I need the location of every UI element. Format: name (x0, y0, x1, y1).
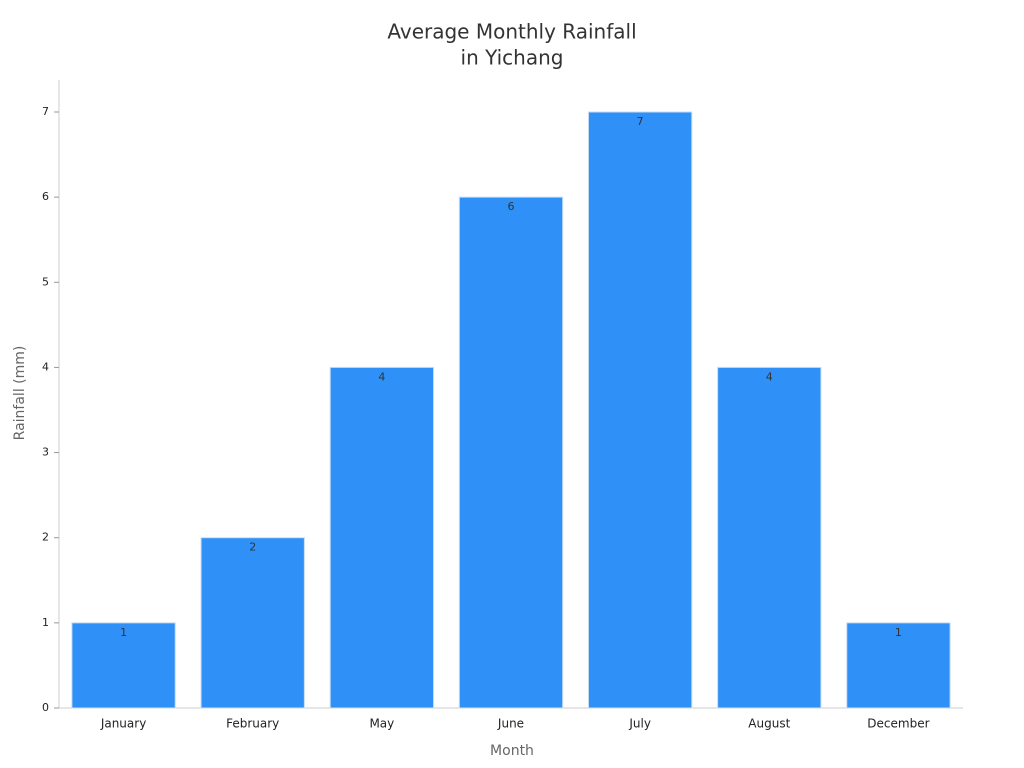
y-tick-label: 0 (42, 701, 49, 714)
data-label: 1 (895, 626, 902, 639)
data-label: 2 (249, 541, 256, 554)
y-tick-label: 4 (42, 360, 49, 373)
data-label: 4 (766, 370, 773, 383)
bar (200, 537, 305, 709)
chart-title: Average Monthly Rainfall (387, 20, 636, 44)
y-tick-label: 1 (42, 616, 49, 629)
x-tick-label: June (497, 717, 524, 731)
data-label: 1 (120, 626, 127, 639)
data-label: 6 (508, 200, 515, 213)
x-tick-label: August (748, 717, 790, 731)
y-axis-label: Rainfall (mm) (12, 346, 28, 441)
bar (846, 622, 951, 709)
y-tick-label: 2 (42, 531, 49, 544)
chart-title: in Yichang (461, 46, 564, 70)
bar (71, 622, 176, 709)
data-label: 7 (637, 115, 644, 128)
y-tick-label: 6 (42, 190, 49, 203)
x-tick-label: February (226, 717, 279, 731)
y-tick-label: 5 (42, 275, 49, 288)
bar (587, 111, 693, 709)
x-axis-label: Month (490, 743, 534, 759)
data-label: 4 (378, 370, 385, 383)
x-tick-label: May (369, 717, 394, 731)
x-tick-label: January (100, 717, 147, 731)
bar (329, 366, 435, 709)
bar (458, 196, 564, 709)
x-tick-label: December (867, 717, 929, 731)
bar (717, 366, 822, 709)
y-tick-label: 7 (42, 105, 49, 118)
y-tick-label: 3 (42, 446, 49, 459)
x-tick-label: July (628, 717, 651, 731)
